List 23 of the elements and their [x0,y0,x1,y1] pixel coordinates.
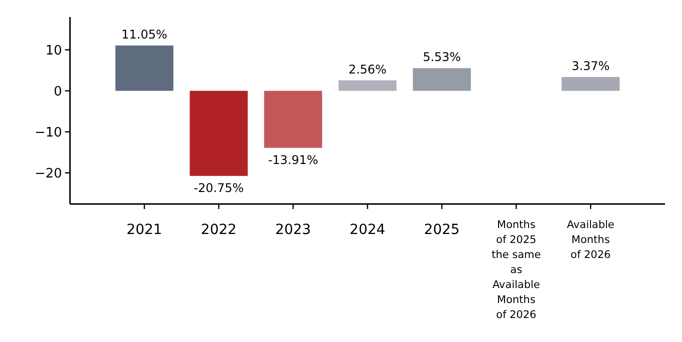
x-tick-label: 2023 [275,222,311,238]
y-tick-label: 0 [54,84,62,100]
bar [264,90,322,148]
x-tick-label: 2024 [350,222,386,238]
data-label: 2.56% [348,62,387,76]
bar [338,80,396,91]
data-label: 11.05% [121,28,168,42]
bar [562,76,620,91]
bar [115,46,174,91]
data-label: -20.75% [194,180,244,195]
y-tick-label: 10 [45,43,62,58]
y-tick-label: −10 [34,125,62,140]
x-tick-label: Months of 2025 the same as Available Months of 2026 [492,219,541,321]
data-label: 3.37% [572,58,610,73]
x-tick-label: 2022 [200,222,237,238]
data-label: -13.91% [268,152,318,167]
bar [412,68,471,91]
bar [190,90,248,176]
y-tick-label: −20 [34,166,62,182]
x-tick-label: 2021 [126,222,162,238]
data-label: 5.53% [422,50,461,64]
x-tick-label: Available Months of 2026 [566,219,614,261]
x-tick-label: 2025 [424,222,460,238]
